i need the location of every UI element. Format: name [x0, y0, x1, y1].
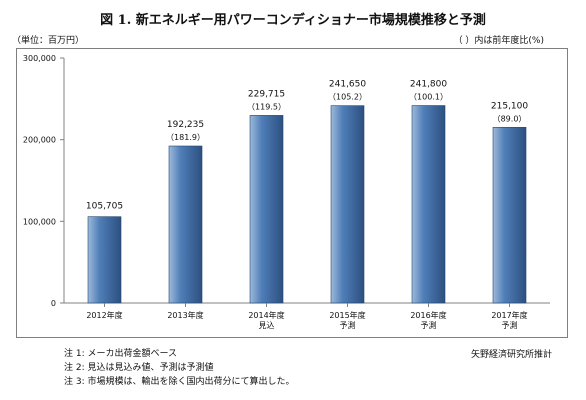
note-3: 注 3: 市場規模は、輸出を除く国内出荷分にて算出した。: [64, 377, 295, 387]
notes: 注 1: メーカ出荷金額ベース 注 2: 見込は見込み値、予測は予測値 注 3:…: [64, 347, 294, 389]
category-label: 予測: [340, 320, 356, 330]
bar: [492, 127, 527, 304]
bar: [168, 145, 203, 304]
bar: [330, 105, 365, 304]
value-label: 192,235: [167, 120, 204, 130]
note-2: 注 2: 見込は見込み値、予測は予測値: [64, 363, 214, 373]
ratio-label: （105.2）: [328, 93, 367, 102]
ratio-label: （181.9）: [166, 133, 205, 142]
y-tick-label: 300,000: [23, 54, 56, 63]
value-label: 215,100: [491, 101, 528, 111]
note-1: 注 1: メーカ出荷金額ベース: [64, 349, 178, 359]
bar: [87, 216, 122, 304]
ratio-label: （89.0）: [493, 114, 527, 123]
y-tick-label: 0: [51, 299, 56, 308]
ratio-label: （100.1）: [409, 93, 448, 102]
bar: [249, 115, 284, 304]
category-label: 2014年度: [248, 310, 284, 320]
category-label: 2015年度: [329, 310, 365, 320]
ratio-label: （119.5）: [247, 102, 286, 111]
category-label: 予測: [421, 320, 437, 330]
category-label: 2017年度: [491, 310, 527, 320]
y-tick-label: 100,000: [23, 217, 56, 226]
y-tick-label: 200,000: [23, 136, 56, 145]
value-label: 241,650: [329, 80, 366, 90]
chart-title: 図 1. 新エネルギー用パワーコンディショナー市場規模推移と予測: [100, 13, 486, 28]
category-label: 2013年度: [167, 310, 203, 320]
value-label: 241,800: [410, 80, 447, 90]
category-label: 予測: [502, 320, 518, 330]
chart-frame: [16, 48, 568, 338]
category-label: 見込: [259, 321, 275, 330]
unit-label: （単位：百万円）: [12, 36, 85, 46]
category-label: 2016年度: [410, 310, 446, 320]
bar: [411, 105, 446, 304]
ratio-note: （ ）内は前年度比(%): [453, 36, 544, 46]
source-label: 矢野経済研究所推計: [470, 350, 552, 360]
value-label: 229,715: [248, 89, 285, 99]
value-label: 105,705: [86, 202, 123, 212]
category-label: 2012年度: [86, 310, 122, 320]
